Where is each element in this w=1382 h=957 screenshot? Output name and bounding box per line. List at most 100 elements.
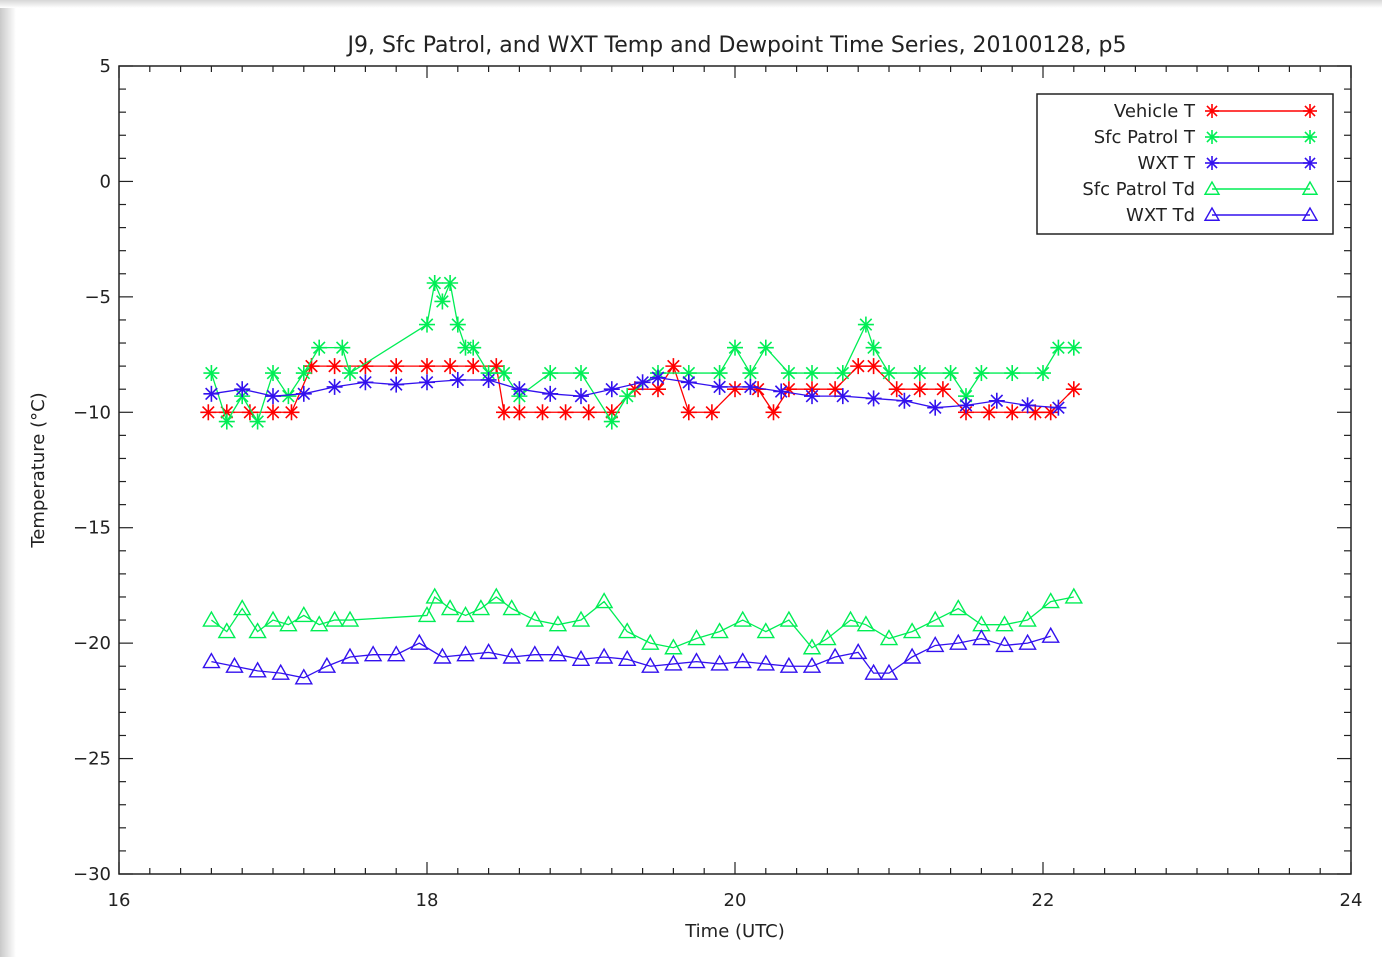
data-point <box>573 388 589 405</box>
data-point <box>603 413 620 430</box>
series-layer <box>200 275 1084 685</box>
data-point <box>232 599 252 616</box>
data-point <box>496 365 512 382</box>
data-point <box>548 615 568 632</box>
data-point <box>879 629 899 646</box>
data-point <box>727 339 743 356</box>
data-point <box>664 638 683 655</box>
data-point <box>265 388 281 405</box>
data-point <box>680 374 697 391</box>
data-point <box>988 392 1005 409</box>
data-point <box>225 656 244 673</box>
data-point <box>911 381 928 398</box>
data-point <box>850 358 867 375</box>
data-point <box>442 275 459 292</box>
data-point <box>619 388 636 405</box>
data-point <box>525 610 545 627</box>
data-point <box>804 365 820 382</box>
legend-item-sfc-patrol-td: Sfc Patrol Td <box>1082 179 1319 200</box>
series-line <box>210 280 1074 424</box>
y-tick-label: −30 <box>73 864 111 885</box>
data-point <box>465 339 482 356</box>
series-sfc-patrol-td <box>202 587 1084 655</box>
data-point <box>311 339 328 356</box>
axis-tick-labels: 16 18 20 22 24 5 0 −5 −10 −15 −20 −25 −30 <box>73 56 1362 911</box>
legend-swatch-marker <box>1301 206 1319 221</box>
data-point <box>879 663 899 680</box>
data-point <box>973 365 990 382</box>
series-wxt-td <box>202 626 1060 685</box>
legend-item-vehicle-t: Vehicle T <box>1114 101 1317 122</box>
data-point <box>834 365 851 382</box>
data-point <box>456 606 475 623</box>
data-point <box>949 633 968 650</box>
x-tick-label: 24 <box>1340 890 1363 911</box>
data-point <box>548 645 568 662</box>
data-point <box>710 654 729 671</box>
data-point <box>650 381 666 398</box>
data-point <box>325 610 344 627</box>
data-point <box>480 371 497 388</box>
frame-shadow-top <box>0 0 1382 8</box>
legend-label: WXT T <box>1137 153 1196 174</box>
data-point <box>340 610 360 627</box>
data-point <box>410 633 429 650</box>
data-point <box>972 615 991 632</box>
data-point <box>742 365 759 382</box>
data-point <box>773 383 790 400</box>
data-point <box>542 365 559 382</box>
axis-ticks <box>118 65 1352 875</box>
data-point <box>202 652 221 669</box>
data-point <box>925 636 945 653</box>
data-point <box>865 339 882 356</box>
data-point <box>888 381 905 398</box>
data-point <box>958 397 974 414</box>
data-point <box>388 376 405 393</box>
data-point <box>295 365 312 382</box>
data-point <box>617 649 637 667</box>
data-point <box>641 656 660 673</box>
data-point <box>733 610 752 627</box>
data-point <box>295 385 312 402</box>
data-point <box>902 622 922 639</box>
y-tick-label: −15 <box>73 518 111 539</box>
data-point <box>248 661 267 678</box>
data-point <box>664 654 683 671</box>
legend-swatch-marker <box>1205 104 1219 118</box>
data-point <box>326 378 343 395</box>
data-point <box>419 316 435 333</box>
data-point <box>449 316 466 333</box>
data-point <box>363 645 383 662</box>
x-axis-label: Time (UTC) <box>684 921 785 942</box>
data-point <box>687 629 706 646</box>
data-point <box>419 374 435 391</box>
data-point <box>1004 365 1021 382</box>
data-point <box>802 638 822 655</box>
frame-shadow-left <box>0 0 16 957</box>
data-point <box>934 381 951 398</box>
data-point <box>511 381 528 398</box>
data-point <box>742 378 759 395</box>
legend-swatch-marker <box>1303 104 1317 118</box>
data-point <box>386 645 406 662</box>
legend: Vehicle T Sfc Patrol T WXT T Sfc Patrol Td W… <box>1036 93 1334 235</box>
x-tick-label: 20 <box>724 890 747 911</box>
legend-swatch-marker <box>1203 180 1221 195</box>
data-point <box>279 615 298 632</box>
data-point <box>594 647 614 664</box>
x-tick-label: 16 <box>108 890 131 911</box>
data-point <box>710 622 729 639</box>
data-point <box>1064 587 1084 604</box>
data-point <box>780 365 797 382</box>
data-point <box>265 404 281 421</box>
legend-swatch-marker <box>1205 130 1219 144</box>
data-point <box>896 392 913 409</box>
data-point <box>326 358 343 375</box>
data-point <box>317 656 337 673</box>
data-point <box>1041 626 1060 643</box>
data-point <box>283 404 300 421</box>
data-point <box>200 404 217 421</box>
data-point <box>703 404 720 421</box>
